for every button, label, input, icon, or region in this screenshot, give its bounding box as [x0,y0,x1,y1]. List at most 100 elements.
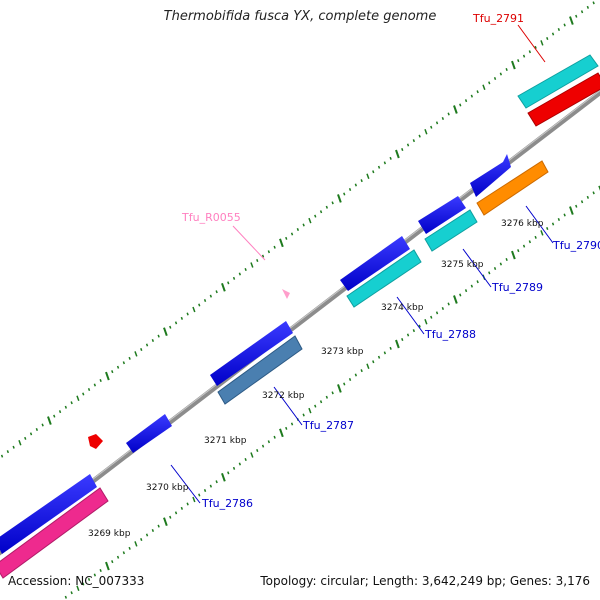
gene-label-tfu-2790[interactable]: Tfu_2790 [552,239,600,252]
scale-tick [70,401,73,405]
scale-tick [244,267,247,271]
scale-tick [192,496,196,503]
rna-tfu-r0055[interactable] [282,289,290,299]
scale-tick [261,254,265,258]
gene-tfu-2789-cyan[interactable] [424,209,478,252]
gene-label-tfu-2787[interactable]: Tfu_2787 [302,419,354,432]
gene-label-tfu-2789[interactable]: Tfu_2789 [491,281,543,294]
scale-tick [157,524,160,528]
scale-tick [557,28,561,32]
scale-tick [493,76,497,80]
scale-tick [412,329,416,333]
gene-label-tfu-2786[interactable]: Tfu_2786 [201,497,253,510]
scale-tick [116,555,120,559]
scale-tick [534,45,537,49]
gene-label-tfu-2788[interactable]: Tfu_2788 [424,328,476,341]
scale-tick [6,450,10,454]
scale-tick [145,533,149,537]
scale-tick [546,36,549,40]
gene-tfu-2785-pink[interactable] [0,487,109,579]
kbp-label: 3271 kbp [204,436,247,446]
scale-tick [157,334,160,338]
gene-tfu-2787[interactable] [210,321,293,386]
scale-tick [221,282,226,292]
gene-tfu-2788-cyan[interactable] [346,249,422,308]
gene-tfu-2790[interactable] [470,154,511,197]
scale-tick [76,585,80,592]
scale-tick [238,462,242,466]
gene-tfu-2791[interactable] [517,54,599,109]
scale-tick [140,347,143,351]
scale-tick [406,333,410,337]
scale-tick [482,84,486,91]
scale-tick [447,302,450,306]
scale-tick [377,165,381,169]
leader-tfu-2789 [462,248,492,288]
scale-tick [354,183,358,187]
scale-tick [111,370,114,374]
scale-tick [203,299,207,303]
scale-tick [215,290,218,294]
gene-label-tfu-2791[interactable]: Tfu_2791 [472,12,524,25]
scale-tick [453,295,458,304]
scale-tick [47,416,52,425]
kbp-label: 3273 kbp [321,347,364,357]
scale-tick [273,245,276,249]
scale-tick [470,284,474,288]
scale-tick [540,40,544,46]
label-leaders [170,24,554,504]
scale-tick [290,422,294,426]
gene-tfu-2787-steel[interactable] [217,335,303,405]
map-title: Thermobifida fusca YX, complete genome [163,9,437,24]
scale-tick [528,50,532,54]
scale-tick [198,303,201,307]
scale-tick [586,5,590,9]
leader-tfu-2788 [396,296,425,335]
gene-tfu-2791-red[interactable] [527,72,600,127]
scale-tick [528,240,532,244]
gene-tfu-2785-blue[interactable] [0,474,97,554]
scale-tick [290,232,294,236]
scale-tick [569,206,574,215]
scale-tick [18,440,22,446]
scale-tick [273,435,276,439]
scale-tick [93,573,97,577]
scale-tick [35,427,39,431]
gene-tfu-2788[interactable] [340,236,410,291]
scale-tick [383,351,387,355]
scale-tick [163,327,168,337]
scale-tick [505,258,508,262]
scale-tick [319,400,323,404]
scale-tick [180,506,184,510]
scale-tick [366,173,370,179]
scale-tick [232,276,236,280]
scale-tick [343,192,346,196]
scale-tick [87,577,91,581]
scale-tick [99,379,102,383]
kbp-label: 3275 kbp [441,260,484,270]
gene-tfu-2790-orange[interactable] [476,160,549,216]
scale-tick [227,281,230,285]
scale-tick [401,148,404,152]
gene-tfu-2786[interactable] [126,414,172,453]
leader-tfu-2787 [273,386,303,426]
scale-tick [360,369,363,373]
scale-tick [534,235,537,239]
scale-tick [99,569,102,573]
gene-tfu-2789[interactable] [418,196,466,234]
scale-tick [169,325,172,329]
scale-tick [348,378,352,382]
feature-red-marker[interactable] [88,434,103,449]
scale-tick [459,103,462,107]
features-forward [0,54,600,579]
scale-tick [430,125,433,129]
scale-tick [250,262,254,268]
scale-tick [12,445,15,449]
scale-tick [122,551,126,555]
scale-tick [314,404,317,408]
gene-label-tfu-r0055[interactable]: Tfu_R0055 [181,211,241,224]
scale-tick [517,59,520,63]
scale-tick [24,436,27,440]
